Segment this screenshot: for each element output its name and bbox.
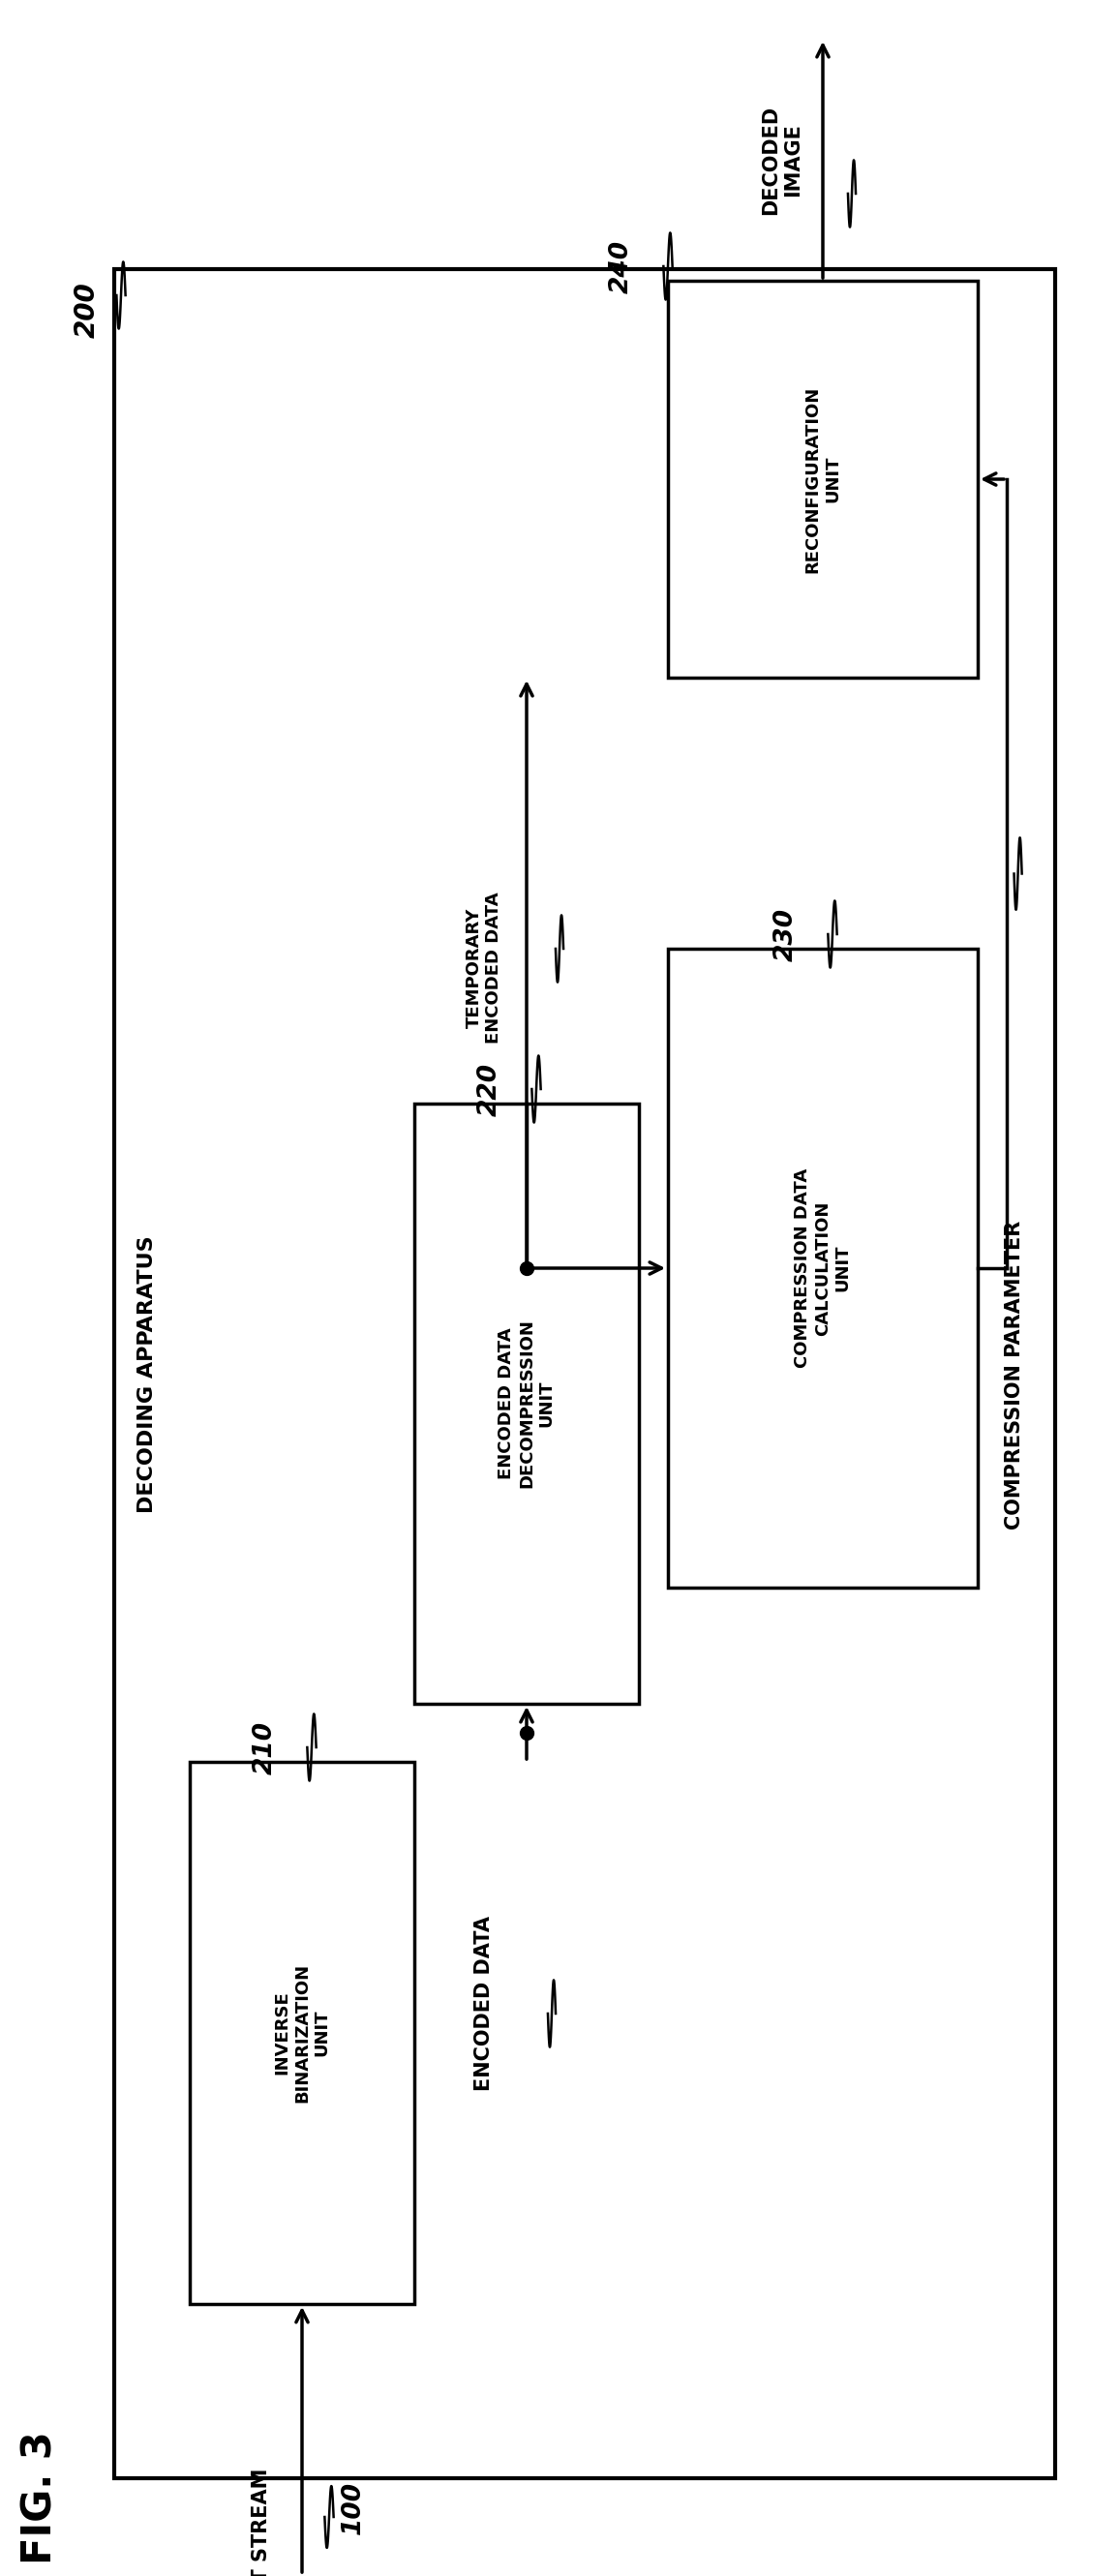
Text: 240: 240 [609, 240, 634, 294]
Text: TEMPORARY
ENCODED DATA: TEMPORARY ENCODED DATA [465, 891, 503, 1043]
FancyBboxPatch shape [189, 1762, 414, 2303]
Text: DECODING APPARATUS: DECODING APPARATUS [138, 1236, 157, 1512]
Text: COMPRESSION PARAMETER: COMPRESSION PARAMETER [1005, 1221, 1024, 1530]
Text: RECONFIGURATION
UNIT: RECONFIGURATION UNIT [804, 386, 841, 572]
Text: 200: 200 [74, 281, 101, 337]
FancyBboxPatch shape [414, 1103, 638, 1703]
Text: COMPRESSION DATA
CALCULATION
UNIT: COMPRESSION DATA CALCULATION UNIT [794, 1170, 851, 1368]
Text: 220: 220 [477, 1061, 503, 1115]
FancyBboxPatch shape [668, 281, 978, 677]
Text: 100: 100 [340, 2481, 366, 2535]
FancyBboxPatch shape [668, 948, 978, 1587]
Text: 230: 230 [774, 907, 799, 961]
Text: ENCODED DATA: ENCODED DATA [475, 1917, 494, 2092]
Text: INVERSE
BINARIZATION
UNIT: INVERSE BINARIZATION UNIT [273, 1963, 330, 2102]
Text: DECODED
IMAGE: DECODED IMAGE [762, 106, 803, 214]
Text: BIT STREAM: BIT STREAM [252, 2468, 271, 2576]
Text: FIG. 3: FIG. 3 [20, 2432, 60, 2563]
Text: 210: 210 [253, 1721, 278, 1775]
Text: ENCODED DATA
DECOMPRESSION
UNIT: ENCODED DATA DECOMPRESSION UNIT [497, 1319, 556, 1489]
